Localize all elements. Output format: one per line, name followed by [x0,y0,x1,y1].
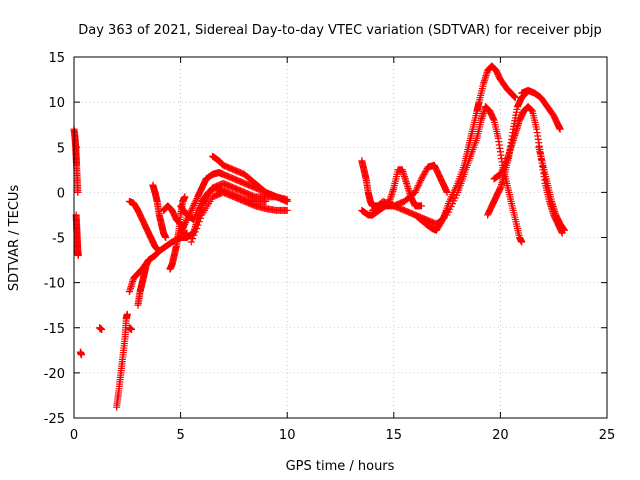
x-tick-label: 20 [492,428,509,443]
data-point [411,188,419,196]
data-point [194,221,202,229]
data-point [560,226,568,234]
data-point [418,202,426,210]
y-tick-label: -15 [44,322,65,337]
data-point [417,177,425,185]
series-early-d [96,324,106,334]
x-tick-label: 15 [386,428,403,443]
data-point [262,197,270,205]
data-points [70,62,568,411]
series-early-a [70,125,82,196]
data-point [189,235,197,243]
chart-title: Day 363 of 2021, Sidereal Day-to-day VTE… [78,23,602,38]
series-late-i [535,143,568,234]
data-point [162,234,170,241]
data-point [188,205,196,213]
series-late-g [518,86,564,133]
data-point [416,178,424,186]
data-point [191,228,199,236]
data-point [77,351,85,359]
x-tick-label: 25 [599,428,616,443]
data-point [192,196,200,204]
data-point [74,188,82,196]
y-tick-label: -25 [44,412,65,427]
series-late-h [484,89,530,219]
series-main-c [209,152,291,205]
y-tick-label: 0 [57,186,65,201]
series-early-c [76,348,85,359]
data-point [413,185,421,193]
data-point [412,187,420,195]
data-point [283,206,291,214]
x-tick-label: 0 [70,428,78,443]
data-point [145,256,153,264]
data-point [438,217,446,225]
data-point [193,224,201,232]
data-point [181,193,189,201]
series-rise-b [125,324,136,334]
y-tick-label: 15 [48,51,65,66]
y-tick-label: 10 [48,96,65,111]
data-point [283,197,291,205]
data-point [443,188,451,196]
data-point [195,218,203,226]
data-point [414,183,422,191]
series-mid-a [149,181,170,241]
series-late-e [443,103,526,246]
data-point [190,201,198,209]
data-point [556,125,564,133]
y-tick-label: -20 [44,367,65,382]
data-point [191,198,199,206]
data-point [189,203,197,211]
y-tick-labels: -25 -20 -15 -10 -5 0 5 10 15 [44,51,65,427]
data-point [414,182,422,190]
x-tick-labels: 0 5 10 15 20 25 [70,428,615,443]
data-point [181,220,189,228]
data-point [415,180,423,188]
series-rise-a [113,310,131,411]
series-rise-e [134,256,153,309]
data-point [190,231,198,239]
data-point [155,247,163,255]
series-late-c [368,161,451,214]
y-tick-label: 5 [57,141,65,156]
data-point [128,326,136,334]
data-point [187,238,195,246]
data-point [123,310,131,318]
y-tick-label: -5 [52,232,65,247]
data-point [522,89,530,97]
data-point [98,326,106,334]
series-main-e [177,184,270,223]
x-tick-label: 10 [279,428,296,443]
data-point [511,94,519,102]
y-tick-label: -10 [44,277,65,292]
x-axis-label: GPS time / hours [286,459,395,474]
y-axis-label: SDTVAR / TECUs [7,185,22,292]
data-point [190,200,198,208]
x-tick-label: 5 [176,428,184,443]
plot-frame [73,56,608,419]
data-point [187,206,195,214]
data-point [74,252,82,260]
data-point [182,218,190,226]
data-point [518,238,526,246]
series-rise-d [125,197,163,255]
data-point [197,214,205,222]
data-point [422,168,430,176]
